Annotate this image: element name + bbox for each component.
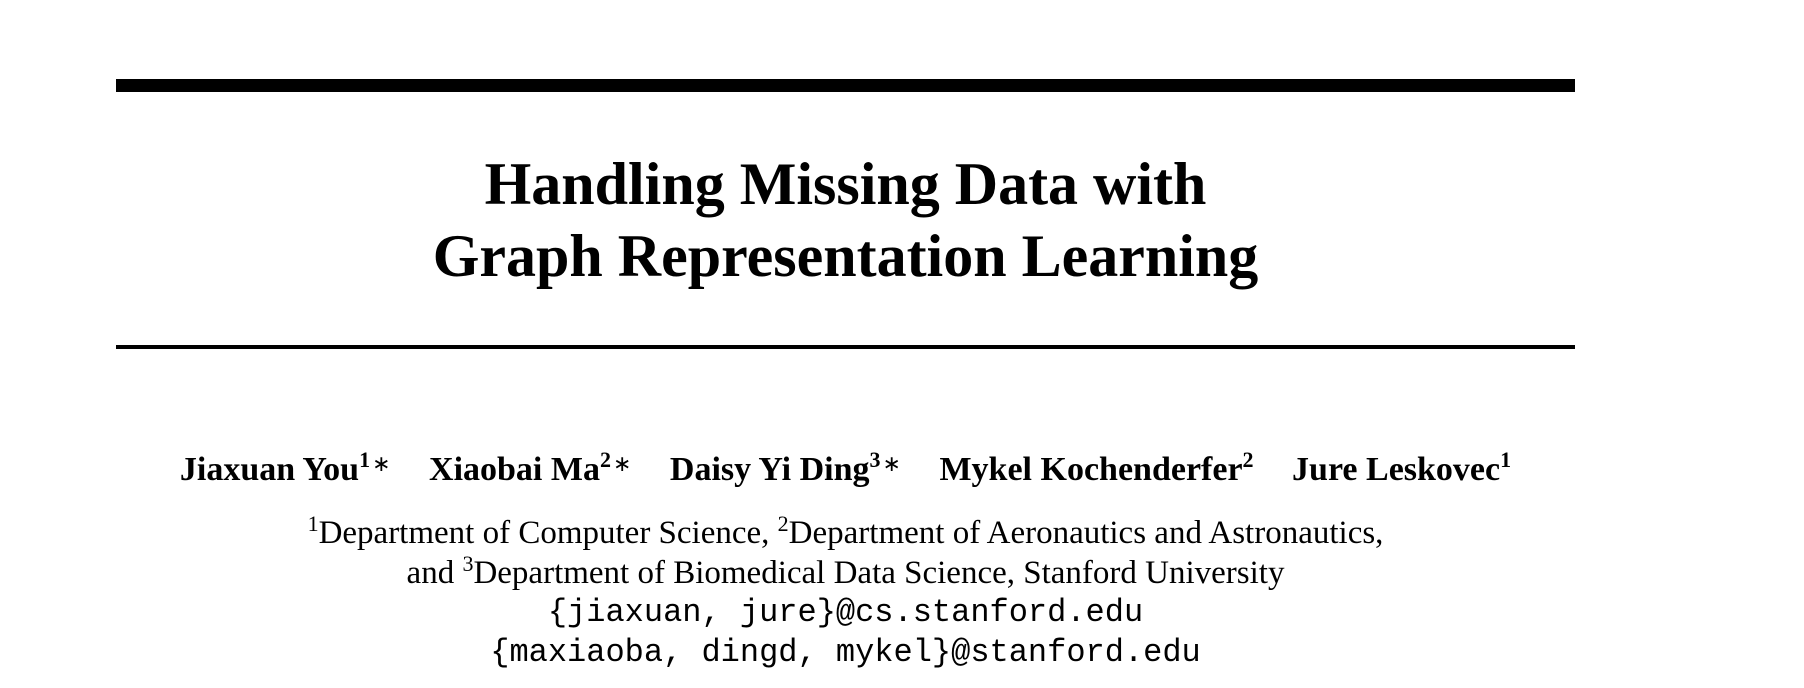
author-affil-mark: 1 [359,447,371,472]
author-name: Jiaxuan You [179,451,360,488]
affil-and: and [406,555,463,591]
equal-contribution-mark: ∗ [612,451,632,476]
author-affil-mark: 3 [869,447,881,472]
affil-sup-1: 1 [307,511,319,536]
author-ma: Xiaobai Ma2∗ [429,448,631,492]
title-line-1: Handling Missing Data with [484,151,1207,217]
author-affil-mark: 1 [1500,447,1512,472]
email-line-2[interactable]: {maxiaoba, dingd, mykel}@stanford.edu [490,634,1201,671]
affil-text-1: Department of Computer Science, [318,515,778,551]
author-kochenderfer: Mykel Kochenderfer2 [939,448,1253,492]
author-name: Xiaobai Ma [429,451,600,488]
author-name: Mykel Kochenderfer [939,451,1243,488]
equal-contribution-mark: ∗ [882,451,901,476]
author-name: Daisy Yi Ding [669,451,870,488]
author-ding: Daisy Yi Ding3∗ [670,448,901,492]
author-you: Jiaxuan You1∗ [180,448,391,492]
author-affil-mark: 2 [599,447,611,472]
title-line-2: Graph Representation Learning [432,223,1259,289]
affiliation-line-2: and 3Department of Biomedical Data Scien… [116,553,1575,593]
affiliation-line-1: 1Department of Computer Science, 2Depart… [116,513,1575,553]
affil-sup-3: 3 [462,551,474,576]
title-bottom-rule [116,345,1575,349]
equal-contribution-mark: ∗ [372,451,391,476]
email-line-1[interactable]: {jiaxuan, jure}@cs.stanford.edu [547,594,1144,631]
title-top-rule [116,79,1575,92]
author-leskovec: Jure Leskovec1 [1292,448,1511,492]
affil-sup-2: 2 [777,511,789,536]
paper-title: Handling Missing Data with Graph Represe… [116,148,1575,292]
author-name: Jure Leskovec [1292,451,1501,488]
author-list: Jiaxuan You1∗ Xiaobai Ma2∗ Daisy Yi Ding… [116,448,1575,492]
affil-text-2: Department of Aeronautics and Astronauti… [788,515,1384,551]
affil-text-3: Department of Biomedical Data Science, S… [473,555,1285,591]
affiliations-block: 1Department of Computer Science, 2Depart… [116,513,1575,673]
author-affil-mark: 2 [1242,447,1254,472]
